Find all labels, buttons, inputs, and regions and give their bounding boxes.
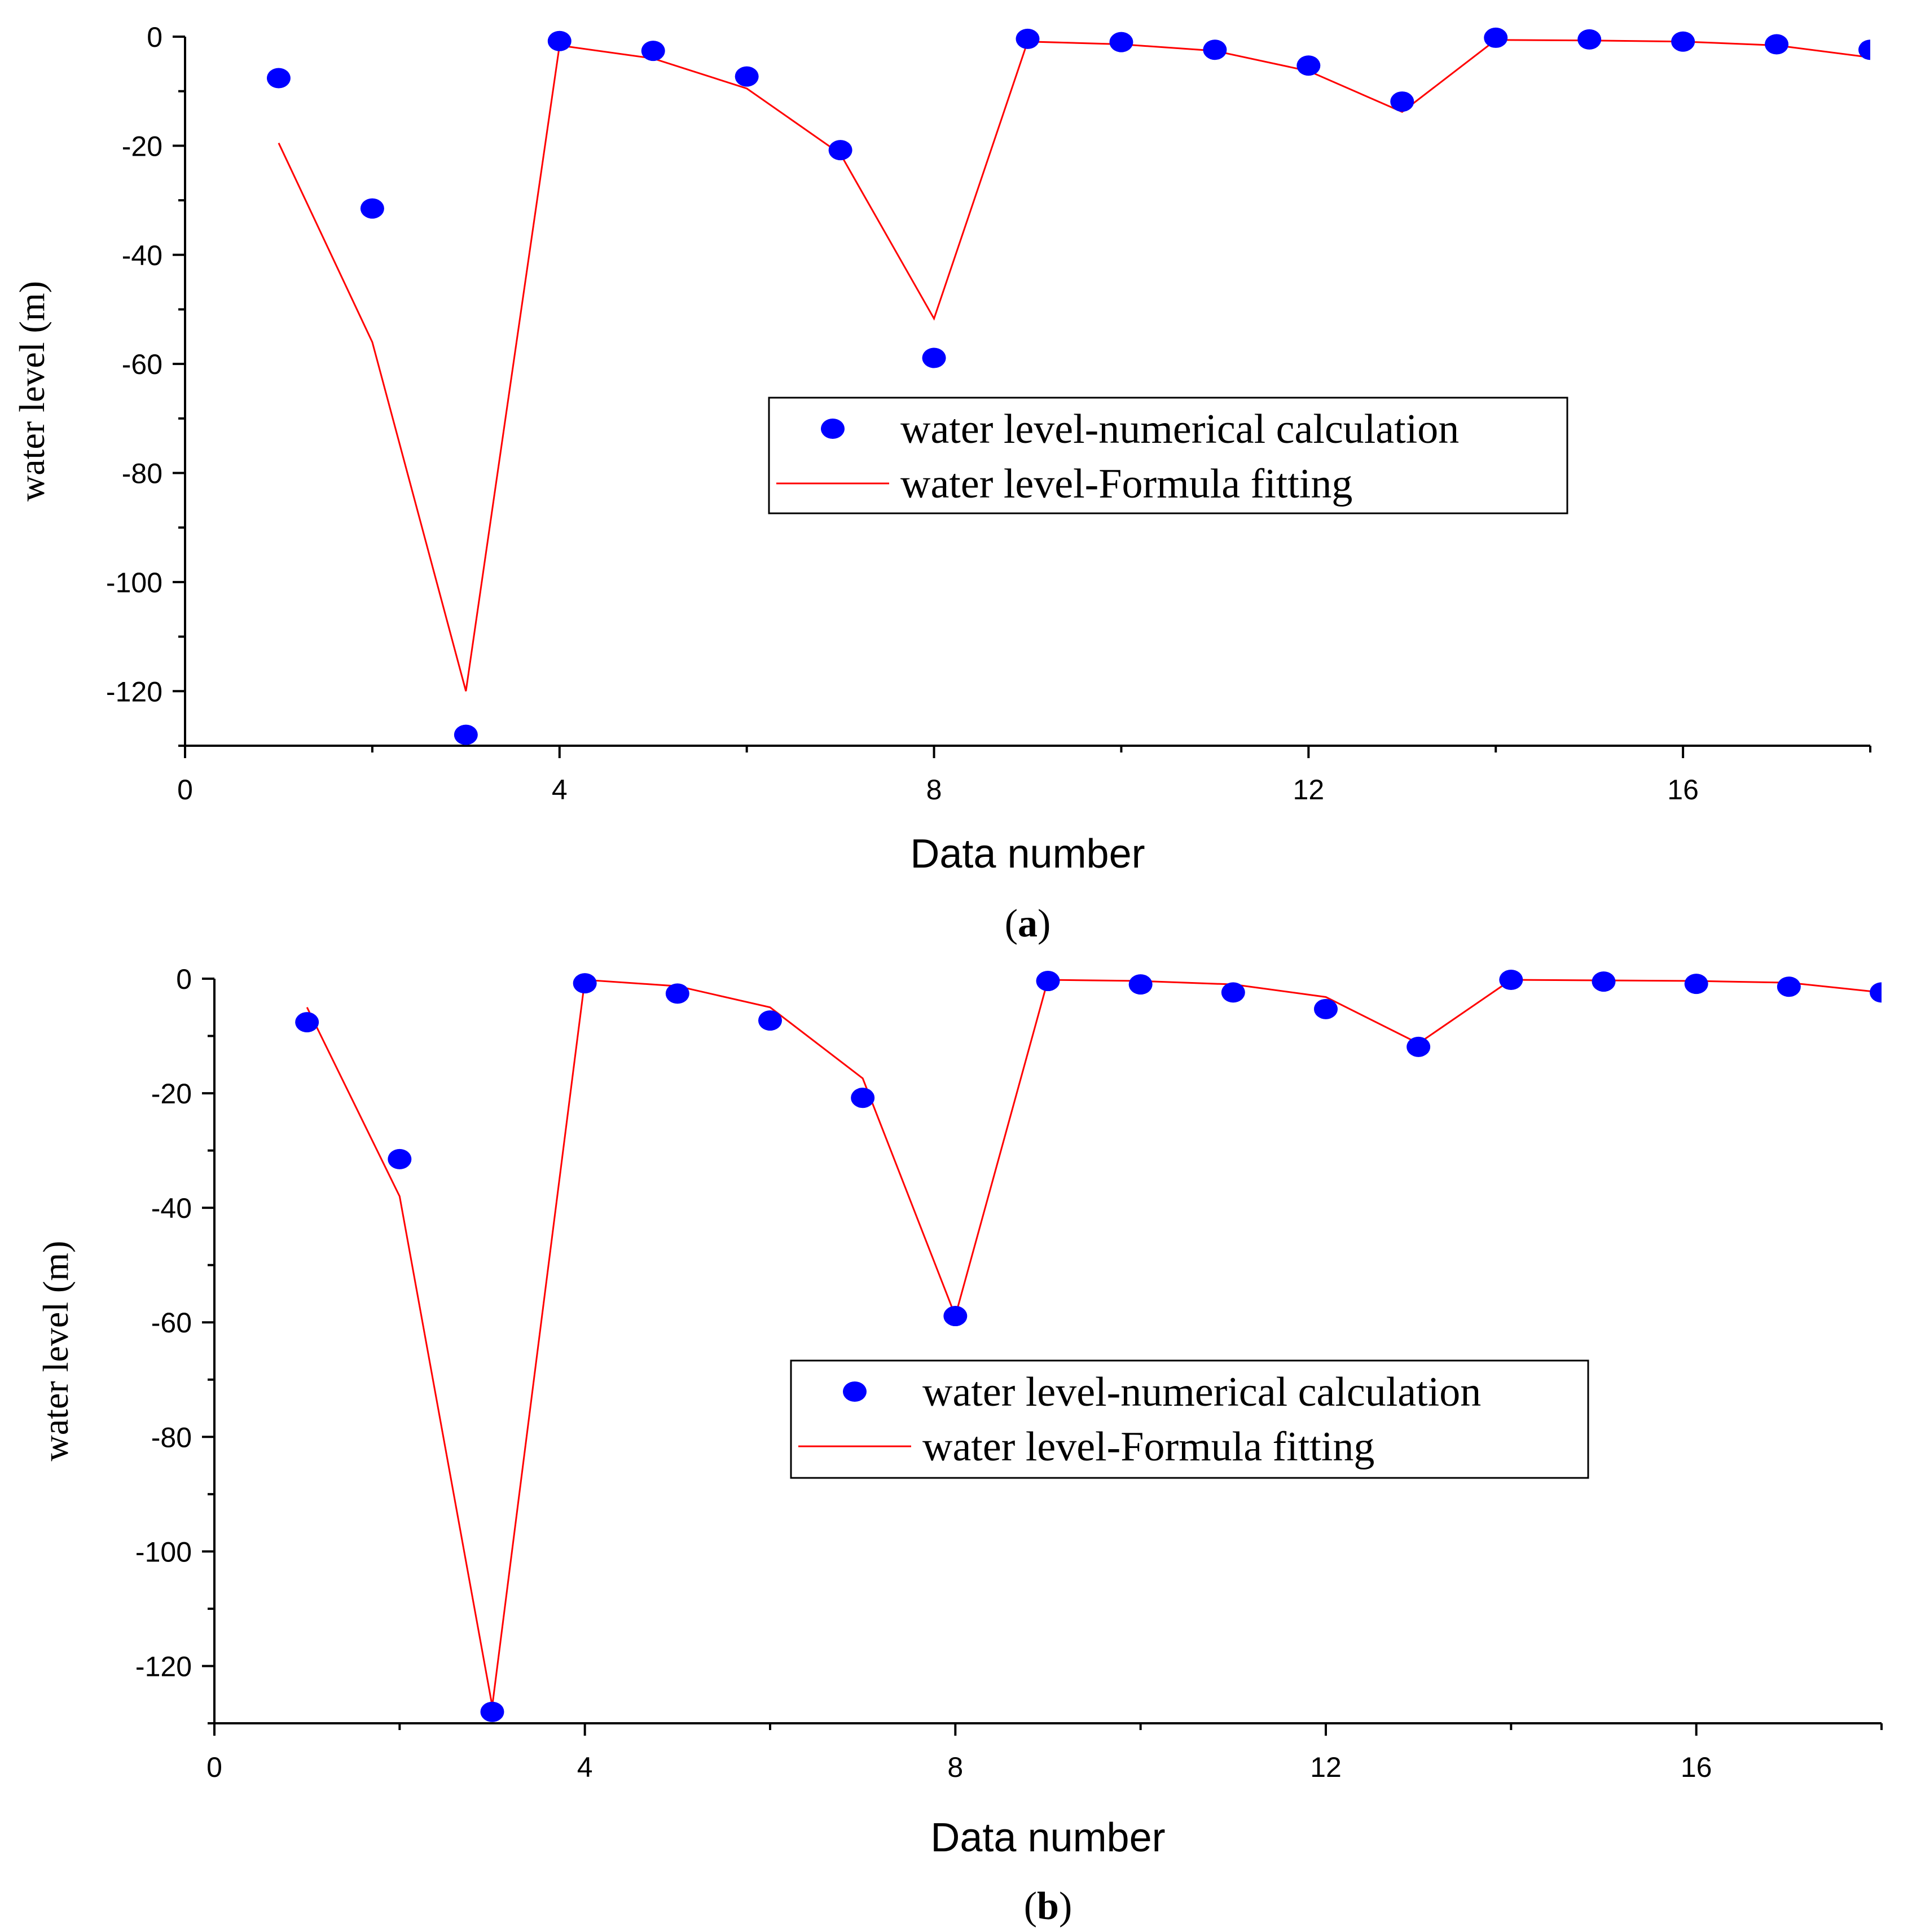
y-tick-label: -120 [106,676,162,707]
y-tick-label: -100 [106,567,162,598]
legend-point-marker [843,1381,867,1402]
panel-b: 0 4 8 12 16 0 -20 -40 -60 -80 -100 -120 Data number w… [36,963,1883,1928]
data-point [1777,976,1801,997]
x-axis-title: Data number [910,831,1145,877]
x-tick-label: 12 [1293,774,1325,806]
data-point [1036,971,1060,992]
x-tick-label: 4 [577,1751,593,1783]
data-point [295,1012,319,1033]
y-tick-label: -120 [135,1651,192,1682]
data-point [1406,1036,1431,1057]
data-point [758,1010,782,1031]
x-tick-label: 0 [177,774,193,806]
y-tick-label: -60 [122,349,162,380]
y-tick-label: -40 [122,240,162,271]
data-point [828,140,852,161]
data-point [1577,29,1602,50]
data-point [922,347,946,368]
legend-line-label: water level-Formula fitting [922,1424,1374,1470]
x-tick-label: 12 [1310,1751,1342,1783]
x-axis-title: Data number [930,1815,1165,1860]
x-tick-label: 0 [206,1751,222,1783]
data-point [1128,974,1153,995]
data-point [1221,982,1245,1003]
data-point [1671,31,1695,52]
data-point [1314,998,1338,1019]
data-point [1203,39,1227,60]
data-point [266,68,291,89]
y-tick-label: 0 [176,963,192,995]
y-tick-label: -60 [151,1307,192,1339]
x-tick-label: 4 [552,774,568,806]
legend-box [790,1359,1589,1479]
data-point [1016,28,1040,49]
data-point [480,1701,504,1722]
data-point [547,30,572,51]
data-point [943,1306,968,1327]
data-point [1592,971,1616,992]
data-point [1765,34,1789,55]
legend-scatter-label: water level-numerical calculation [900,406,1459,452]
panel-caption: (b) [1024,1885,1073,1928]
legend-point-marker [821,419,845,439]
x-tick-label: 16 [1667,774,1699,806]
plot-area [295,970,1882,1722]
data-point [388,1148,412,1169]
y-tick-label: -20 [151,1078,192,1110]
legend-line-label: water level-Formula fitting [900,461,1352,507]
data-point [851,1088,875,1108]
data-point [735,66,759,87]
y-tick-label: -40 [151,1192,192,1224]
data-point [641,41,665,61]
plot-area [266,27,1870,745]
y-tick-label: 0 [147,21,162,53]
panel-caption: (a) [1005,902,1051,945]
data-point [1684,974,1708,994]
x-tick-label: 16 [1681,1751,1712,1783]
x-tick-label: 8 [947,1751,963,1783]
data-point [1109,32,1133,52]
data-point [454,724,478,745]
fit-line-series [278,39,1870,692]
y-tick-label: -80 [122,458,162,490]
data-point [573,973,597,994]
data-point [1858,39,1870,60]
y-axis-title: water level (m) [12,281,52,501]
data-point [360,198,384,219]
data-point [665,983,689,1004]
data-point [1484,27,1508,48]
data-point [1390,91,1414,112]
y-tick-label: -20 [122,130,162,162]
legend-box [768,397,1568,514]
legend-scatter-label: water level-numerical calculation [922,1369,1481,1415]
data-point [1499,970,1523,991]
data-point [1870,982,1882,1003]
y-tick-label: -80 [151,1422,192,1453]
x-tick-label: 8 [926,774,942,806]
data-point [1296,55,1321,76]
y-axis-title: water level (m) [36,1241,76,1462]
panel-a: 0 4 8 12 16 0 -20 -40 -60 -80 -100 -120 Data number w… [12,21,1871,945]
y-tick-label: -100 [135,1536,192,1568]
fit-line-series [306,979,1882,1706]
